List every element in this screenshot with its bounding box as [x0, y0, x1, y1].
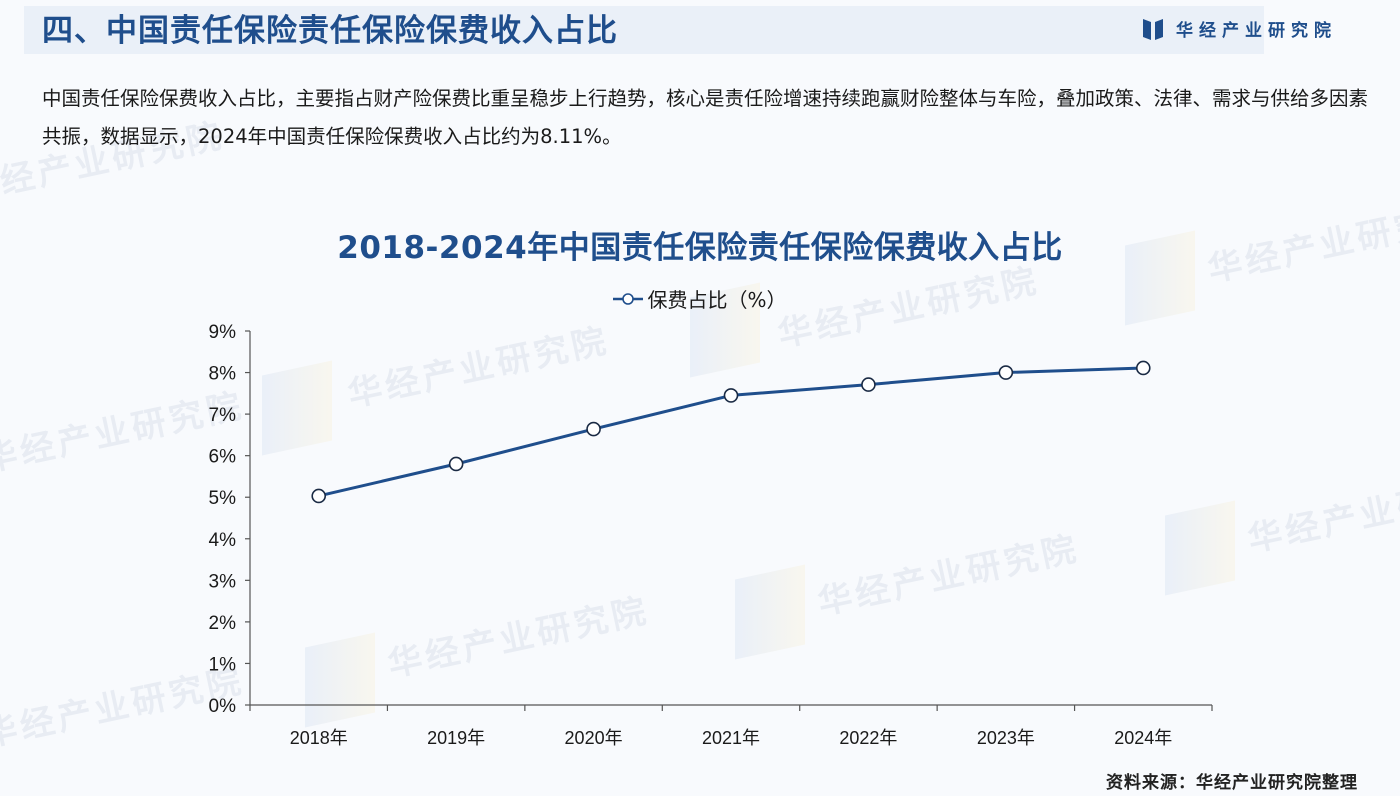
brand-name: 华经产业研究院 — [1176, 21, 1337, 41]
brand: 华经产业研究院 — [1142, 16, 1337, 41]
y-tick-label: 1% — [209, 654, 237, 675]
data-point-marker — [586, 421, 601, 437]
source-note: 资料来源：华经产业研究院整理 — [1106, 773, 1358, 793]
data-point-marker — [861, 377, 876, 392]
chart-series — [311, 360, 1151, 504]
chart-axes: 0% 1% 2% 3% 4% 5% 6% 7% 8% 9% 2018年 2019年 2020年 2021年… — [209, 322, 1213, 748]
chart-legend: 保费占比（%） — [0, 284, 1400, 313]
x-tick-label: 2024年 — [1114, 728, 1172, 748]
page-title: 四、中国责任保险责任保险保费收入占比 — [42, 13, 618, 49]
data-point-marker — [723, 388, 739, 403]
x-tick-label: 2018年 — [290, 728, 348, 748]
y-tick-label: 7% — [209, 405, 237, 426]
legend-line-marker-icon — [613, 292, 644, 305]
x-tick-label: 2019年 — [427, 728, 485, 748]
y-tick-label: 0% — [209, 696, 237, 717]
x-tick-label: 2020年 — [565, 728, 623, 748]
y-tick-label: 2% — [209, 613, 237, 634]
intro-paragraph: 中国责任保险保费收入占比，主要指占财产险保费比重呈稳步上行趋势，核心是责任险增速… — [42, 87, 1369, 148]
title-band — [24, 6, 1264, 54]
legend-label: 保费占比（%） — [647, 288, 787, 312]
x-tick-label: 2023年 — [977, 728, 1035, 748]
series-line — [318, 366, 1144, 498]
x-tick-label: 2021年 — [702, 728, 760, 748]
y-tick-label: 4% — [209, 530, 237, 551]
y-tick-label: 5% — [209, 488, 237, 509]
y-tick-label: 3% — [209, 571, 237, 592]
data-point-marker — [1135, 360, 1151, 376]
x-tick-label: 2022年 — [839, 728, 897, 748]
data-point-marker — [448, 456, 464, 472]
y-tick-label: 6% — [209, 447, 237, 468]
y-tick-label: 9% — [209, 322, 237, 343]
y-tick-label: 8% — [209, 364, 237, 385]
chart-title: 2018-2024年中国责任保险责任保险保费收入占比 — [337, 230, 1063, 266]
book-logo-icon — [1143, 18, 1163, 40]
data-point-marker — [311, 488, 327, 504]
data-point-marker — [998, 365, 1014, 380]
